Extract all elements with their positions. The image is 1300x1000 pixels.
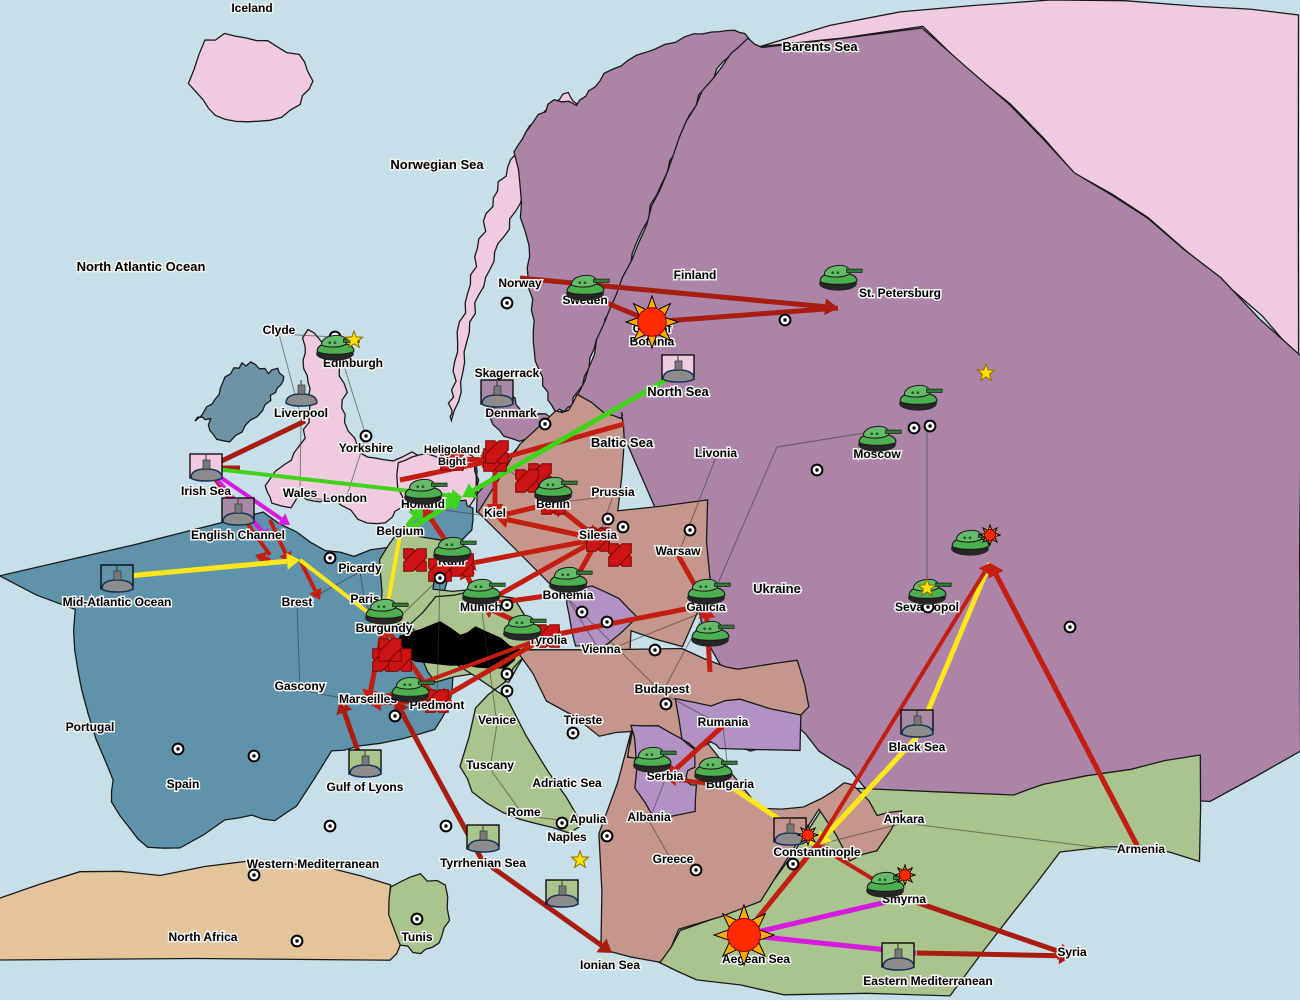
- svg-text:Belgium: Belgium: [376, 524, 423, 538]
- svg-text:Albania: Albania: [627, 810, 671, 824]
- svg-text:Ankara: Ankara: [884, 812, 925, 826]
- svg-text:Denmark: Denmark: [485, 406, 537, 420]
- svg-text:Mid-Atlantic Ocean: Mid-Atlantic Ocean: [63, 595, 172, 609]
- svg-text:Liverpool: Liverpool: [274, 406, 328, 420]
- svg-text:Trieste: Trieste: [564, 713, 603, 727]
- svg-text:Marseilles: Marseilles: [339, 692, 397, 706]
- svg-text:Iceland: Iceland: [231, 1, 272, 15]
- svg-text:Livonia: Livonia: [695, 446, 737, 460]
- svg-text:Kiel: Kiel: [484, 506, 506, 520]
- svg-text:Rome: Rome: [507, 805, 541, 819]
- svg-text:North Africa: North Africa: [169, 930, 238, 944]
- svg-text:Prussia: Prussia: [591, 485, 635, 499]
- svg-text:Silesia: Silesia: [579, 528, 617, 542]
- svg-text:Naples: Naples: [547, 830, 587, 844]
- svg-text:Gulf of Lyons: Gulf of Lyons: [327, 780, 404, 794]
- svg-text:Irish Sea: Irish Sea: [181, 484, 231, 498]
- svg-text:Constantinople: Constantinople: [773, 845, 861, 859]
- svg-text:Heligoland: Heligoland: [424, 444, 480, 456]
- svg-text:Black Sea: Black Sea: [889, 740, 946, 754]
- svg-text:Norwegian Sea: Norwegian Sea: [390, 157, 484, 172]
- svg-text:Bight: Bight: [438, 456, 466, 468]
- svg-text:North Atlantic Ocean: North Atlantic Ocean: [77, 259, 206, 274]
- svg-text:Portugal: Portugal: [66, 720, 115, 734]
- svg-text:Clyde: Clyde: [263, 323, 296, 337]
- svg-text:Yorkshire: Yorkshire: [339, 441, 394, 455]
- svg-text:Syria: Syria: [1057, 945, 1087, 959]
- svg-text:Tunis: Tunis: [401, 930, 432, 944]
- svg-text:Skagerrack: Skagerrack: [475, 366, 540, 380]
- svg-text:Adriatic Sea: Adriatic Sea: [532, 776, 602, 790]
- svg-text:Brest: Brest: [282, 595, 313, 609]
- svg-text:Tuscany: Tuscany: [466, 758, 514, 772]
- svg-text:Vienna: Vienna: [581, 642, 620, 656]
- svg-text:Tyrrhenian Sea: Tyrrhenian Sea: [440, 856, 526, 870]
- svg-text:Warsaw: Warsaw: [656, 544, 702, 558]
- svg-text:Eastern Mediterranean: Eastern Mediterranean: [863, 974, 992, 988]
- svg-text:Venice: Venice: [478, 713, 516, 727]
- svg-text:Norway: Norway: [498, 276, 542, 290]
- svg-text:Picardy: Picardy: [338, 561, 382, 575]
- svg-text:Ukraine: Ukraine: [753, 581, 801, 596]
- svg-text:Budapest: Budapest: [635, 682, 690, 696]
- svg-text:North Sea: North Sea: [647, 384, 709, 399]
- svg-text:Gascony: Gascony: [275, 679, 326, 693]
- svg-text:Armenia: Armenia: [1117, 842, 1165, 856]
- svg-text:Finland: Finland: [674, 268, 717, 282]
- svg-text:Ionian Sea: Ionian Sea: [580, 958, 640, 972]
- svg-text:Apulia: Apulia: [570, 812, 607, 826]
- svg-text:Rumania: Rumania: [698, 715, 749, 729]
- svg-text:Western Mediterranean: Western Mediterranean: [247, 857, 380, 871]
- svg-text:Wales: Wales: [283, 486, 318, 500]
- svg-text:Aegean Sea: Aegean Sea: [722, 952, 790, 966]
- svg-text:Baltic Sea: Baltic Sea: [591, 435, 654, 450]
- svg-text:St. Petersburg: St. Petersburg: [859, 286, 941, 300]
- svg-text:Spain: Spain: [167, 777, 200, 791]
- svg-text:English Channel: English Channel: [191, 528, 285, 542]
- svg-text:Barents Sea: Barents Sea: [782, 39, 858, 54]
- svg-text:London: London: [323, 491, 367, 505]
- svg-text:Greece: Greece: [653, 852, 694, 866]
